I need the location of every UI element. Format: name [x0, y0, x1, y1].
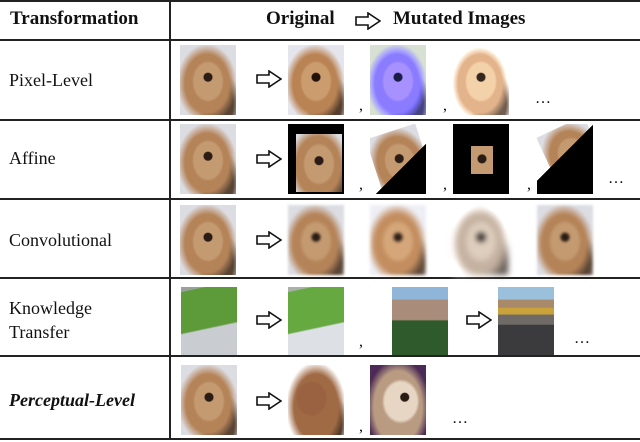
original-mountain-image [392, 287, 448, 355]
comma: , [443, 176, 447, 193]
mutated-perceptual-image [370, 365, 426, 435]
mutated-translate-image [288, 124, 344, 194]
mutated-brightness-image [453, 45, 509, 115]
rule-header [0, 39, 640, 41]
header-mutated: Mutated Images [393, 8, 526, 29]
rule [0, 198, 640, 200]
row-label-perceptual-level: Perceptual-Level [9, 390, 135, 410]
original-dog-image [180, 205, 236, 275]
comma: , [527, 176, 531, 193]
comma: , [359, 176, 363, 193]
header-transformation: Transformation [10, 8, 139, 29]
row-label-knowledge-transfer: Knowledge Transfer [9, 296, 92, 344]
mutated-blur-image [537, 205, 593, 275]
column-divider [169, 0, 171, 440]
mutated-hue-image [370, 45, 426, 115]
original-dog-image [180, 45, 236, 115]
mutated-scale-image [453, 124, 509, 194]
ellipsis: … [535, 90, 551, 107]
mutated-perceptual-image [288, 365, 344, 435]
ellipsis: … [608, 170, 624, 187]
hollow-right-arrow-icon [256, 231, 282, 249]
hollow-right-arrow-icon [256, 70, 282, 88]
mutated-blur-image [288, 205, 344, 275]
hollow-right-arrow-icon [256, 311, 282, 329]
mutated-blur-image [453, 205, 509, 275]
rule [0, 277, 640, 279]
row-label-convolutional: Convolutional [9, 230, 112, 250]
mutated-mountain-image [498, 287, 554, 355]
rule [0, 355, 640, 357]
hollow-right-arrow-icon [466, 311, 492, 329]
mutated-noise-image [288, 45, 344, 115]
mutated-shear-image [537, 124, 593, 194]
mutated-rotate-image [370, 124, 426, 194]
original-dog-image [180, 124, 236, 194]
row-label-pixel-level: Pixel-Level [9, 70, 93, 90]
row-label-affine: Affine [9, 148, 56, 168]
original-dog-image [181, 365, 237, 435]
rule-bottom [0, 438, 640, 440]
original-grass-image [181, 287, 237, 355]
comma: , [359, 333, 363, 350]
comma: , [359, 418, 363, 435]
ellipsis: … [574, 330, 590, 347]
comma: , [359, 97, 363, 114]
hollow-right-arrow-icon [256, 150, 282, 168]
label-line: Knowledge [9, 298, 92, 318]
mutated-blur-image [370, 205, 426, 275]
header-original: Original [266, 8, 335, 29]
mutated-grass-image [288, 287, 344, 355]
ellipsis: … [452, 410, 468, 427]
rule-top [0, 0, 640, 2]
comma: , [443, 97, 447, 114]
label-line: Transfer [9, 322, 70, 342]
hollow-right-arrow-icon [355, 12, 381, 30]
hollow-right-arrow-icon [256, 392, 282, 410]
rule [0, 119, 640, 121]
